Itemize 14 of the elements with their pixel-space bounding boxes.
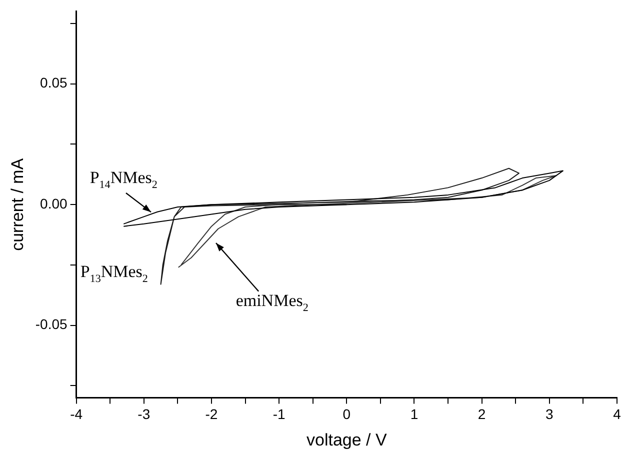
x-tick-label: -1	[272, 406, 286, 422]
x-tick-label: -2	[205, 406, 218, 422]
x-tick-label: 4	[613, 406, 622, 422]
x-tick-label: -4	[70, 406, 83, 422]
y-axis-title: current / mA	[8, 158, 27, 251]
y-tick-label: -0.05	[35, 316, 68, 332]
x-tick-label: 1	[410, 406, 418, 422]
x-axis-title: voltage / V	[306, 430, 388, 450]
x-tick-label: -3	[138, 406, 150, 422]
y-tick-label: 0.00	[40, 195, 68, 212]
y-tick-label: 0.05	[40, 74, 68, 91]
x-tick-label: 0	[342, 406, 351, 422]
x-tick-label: 3	[546, 406, 554, 422]
x-tick-label: 2	[478, 406, 486, 422]
